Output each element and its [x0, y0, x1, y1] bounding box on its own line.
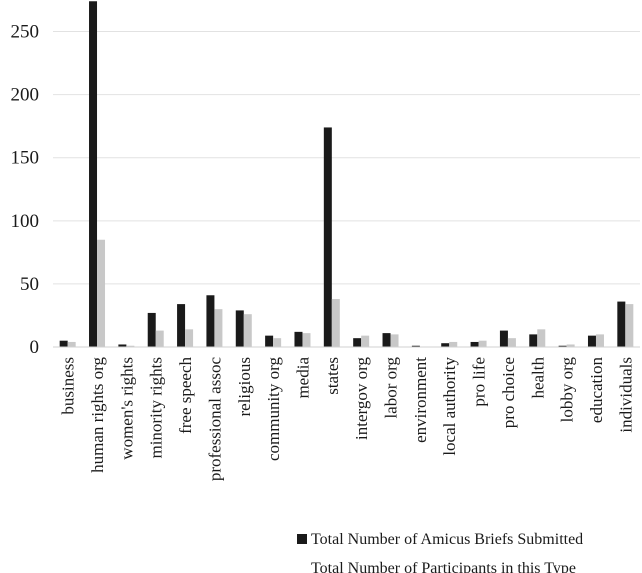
briefs-bar-7: [265, 335, 274, 347]
legend-label-1: Total Number of Participants in this Typ…: [311, 560, 576, 573]
participants-bar-19: [625, 304, 634, 347]
briefs-bar-8: [294, 331, 303, 347]
category-label: local authority: [440, 357, 459, 456]
briefs-bar-13: [441, 343, 450, 347]
briefs-bar-15: [499, 330, 508, 347]
participants-bar-1: [97, 239, 106, 347]
participants-bar-5: [214, 309, 223, 347]
briefs-bar-11: [382, 333, 391, 347]
briefs-bar-3: [147, 312, 156, 347]
category-label: community org: [264, 357, 283, 462]
participants-bar-15: [507, 338, 516, 347]
category-label: intergov org: [352, 357, 371, 440]
briefs-bar-12: [411, 345, 420, 347]
briefs-bar-0: [59, 340, 68, 347]
participants-bar-16: [537, 329, 546, 347]
legend-swatch-0: [297, 534, 307, 544]
y-gridlines: [53, 31, 640, 285]
category-label: pro life: [470, 357, 489, 407]
briefs-bar-4: [177, 304, 186, 347]
briefs-bar-17: [558, 345, 567, 347]
participants-bar-2: [126, 345, 135, 347]
legend: Total Number of Amicus Briefs Submitted T…: [297, 531, 583, 573]
participants-bar-11: [390, 334, 399, 347]
participants-bar-6: [243, 314, 252, 347]
participants-bar-14: [478, 340, 487, 347]
participants-bar-13: [449, 341, 458, 347]
category-label: minority rights: [147, 357, 166, 459]
legend-label-0: Total Number of Amicus Briefs Submitted: [311, 531, 583, 548]
category-label: professional assoc: [205, 357, 224, 482]
briefs-bar-9: [323, 127, 332, 347]
y-axis-tick-labels: 0 50 100 150 200 250: [11, 22, 40, 358]
category-label: environment: [411, 357, 430, 443]
participants-bar-3: [155, 330, 164, 347]
y-tick-label: 250: [11, 22, 40, 43]
category-label: human rights org: [88, 357, 107, 473]
category-label: religious: [235, 357, 254, 417]
category-label: individuals: [616, 357, 635, 433]
y-tick-label: 150: [11, 148, 40, 169]
briefs-bar-19: [617, 301, 626, 347]
briefs-bar-18: [587, 335, 596, 347]
y-tick-label: 50: [20, 274, 39, 295]
category-label: media: [293, 357, 312, 399]
participants-bar-17: [566, 344, 575, 347]
category-label: women's rights: [117, 357, 136, 460]
briefs-bar-2: [118, 344, 127, 347]
y-tick-label: 200: [11, 85, 40, 106]
participants-bar-18: [595, 334, 604, 347]
participants-bar-9: [331, 299, 340, 347]
x-axis-category-labels: business human rights org women's rights mi…: [59, 357, 636, 482]
category-label: education: [587, 357, 606, 424]
briefs-bar-14: [470, 341, 479, 347]
category-label: states: [323, 357, 342, 395]
briefs-bar-1: [89, 1, 98, 348]
briefs-bar-5: [206, 295, 215, 347]
category-label: labor org: [382, 357, 401, 419]
briefs-bar-6: [235, 310, 244, 347]
category-label: pro choice: [499, 357, 518, 428]
briefs-bar-10: [353, 338, 362, 347]
category-label: health: [528, 357, 547, 399]
participants-bar-7: [273, 338, 282, 347]
participants-bar-4: [185, 329, 194, 347]
participants-bar-0: [67, 341, 76, 347]
category-label: lobby org: [558, 357, 577, 423]
y-tick-label: 0: [30, 337, 40, 358]
participants-bar-10: [361, 335, 370, 347]
y-tick-label: 100: [11, 211, 40, 232]
bar-series: [59, 1, 634, 348]
briefs-bar-16: [529, 334, 538, 347]
participants-bar-8: [302, 333, 311, 347]
category-label: business: [59, 357, 78, 415]
category-label: free speech: [176, 357, 195, 434]
